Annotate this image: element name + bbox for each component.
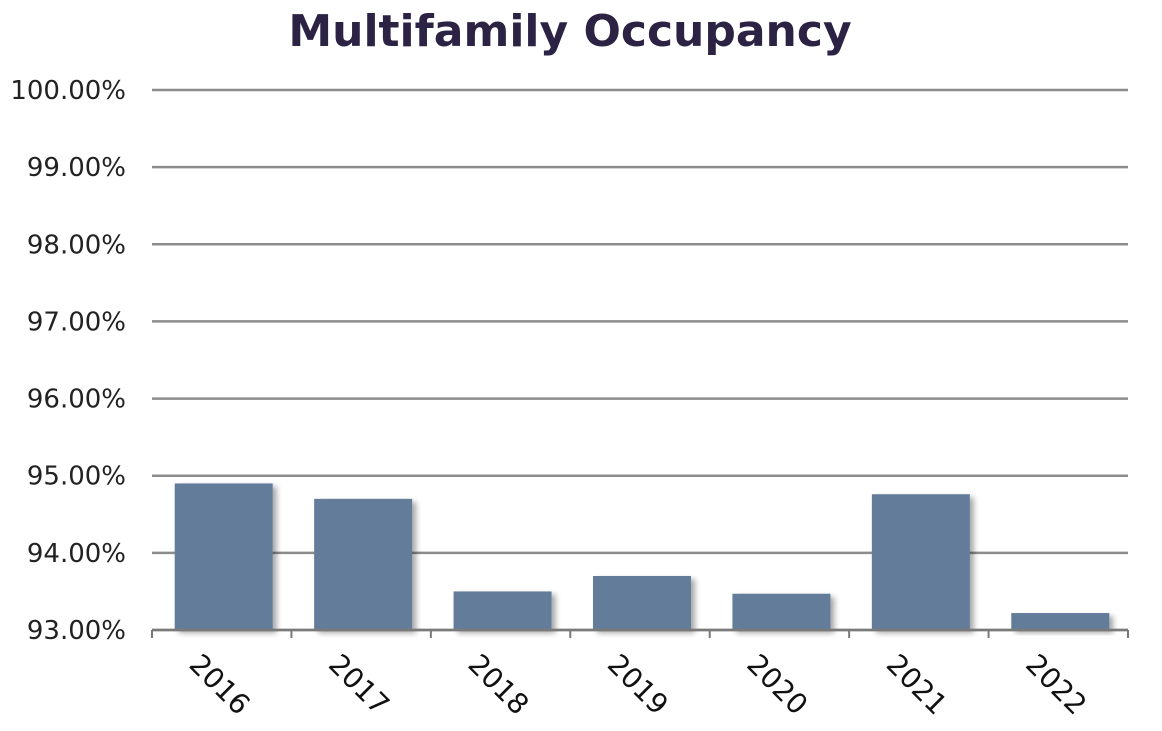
bar-2018 — [453, 591, 552, 630]
y-tick-label: 100.00% — [10, 76, 126, 106]
bar-2022 — [1011, 613, 1110, 630]
bar-2021 — [871, 494, 970, 630]
x-tick-label: 2020 — [740, 648, 814, 722]
y-tick-label: 97.00% — [27, 307, 126, 337]
y-tick-label: 93.00% — [27, 616, 126, 646]
y-tick-label: 98.00% — [27, 230, 126, 260]
bar-2019 — [593, 576, 691, 630]
y-tick-label: 95.00% — [27, 462, 126, 492]
y-axis: 93.00% 94.00% 95.00% 96.00% 97.00% 98.00% 99.0… — [10, 76, 126, 646]
bars — [174, 483, 1110, 630]
x-tick-label: 2019 — [601, 648, 675, 722]
gridlines — [152, 88, 1128, 632]
bar-2020 — [732, 593, 831, 630]
y-tick-label: 96.00% — [27, 385, 126, 415]
x-axis: 2016 2017 2018 2019 2020 2021 2022 — [151, 628, 1129, 722]
x-tick-label: 2021 — [880, 648, 954, 722]
x-tick-label: 2018 — [462, 648, 536, 722]
x-tick-label: 2022 — [1019, 648, 1093, 722]
bar-2016 — [174, 483, 273, 630]
bar-2017 — [314, 498, 413, 630]
x-tick-label: 2016 — [183, 648, 257, 722]
chart-title: Multifamily Occupancy — [288, 6, 852, 57]
y-tick-label: 94.00% — [27, 539, 126, 569]
y-tick-label: 99.00% — [27, 153, 126, 183]
x-tick-label: 2017 — [322, 648, 396, 722]
